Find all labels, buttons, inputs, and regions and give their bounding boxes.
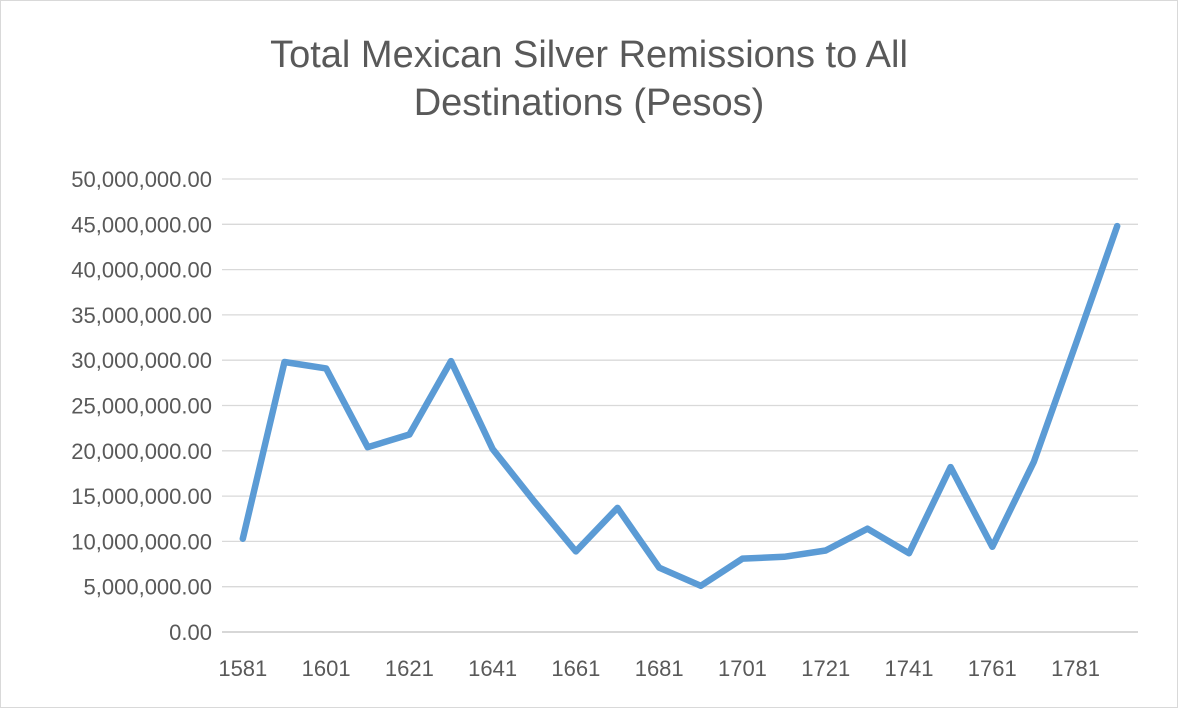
x-tick-label: 1681 [635,656,684,681]
data-point [575,551,576,552]
x-tick-label: 1721 [801,656,850,681]
y-tick-label: 25,000,000.00 [71,394,212,419]
data-point [367,447,368,448]
data-point [1117,226,1118,227]
data-point [284,362,285,363]
data-point [950,467,951,468]
y-tick-label: 45,000,000.00 [71,212,212,237]
x-tick-label: 1701 [718,656,767,681]
data-point [617,507,618,508]
x-tick-label: 1781 [1051,656,1100,681]
data-point [700,585,701,586]
data-point [992,546,993,547]
data-point [1033,461,1034,462]
data-point [659,567,660,568]
y-tick-label: 10,000,000.00 [71,529,212,554]
y-tick-label: 0.00 [169,620,212,645]
data-point [451,361,452,362]
chart-title-line-2: Destinations (Pesos) [413,82,765,124]
x-tick-label: 1621 [385,656,434,681]
y-tick-label: 5,000,000.00 [84,575,212,600]
y-tick-label: 50,000,000.00 [71,167,212,192]
x-tick-label: 1641 [468,656,517,681]
y-tick-label: 20,000,000.00 [71,439,212,464]
series-line [239,222,1121,590]
data-point [492,448,493,449]
data-point [784,556,785,557]
x-tick-label: 1601 [302,656,351,681]
y-tick-label: 15,000,000.00 [71,484,212,509]
data-point [867,528,868,529]
data-point [409,434,410,435]
chart-title: Total Mexican Silver Remissions to All D… [1,31,1177,127]
chart-title-line-1: Total Mexican Silver Remissions to All [270,34,908,76]
x-tick-label: 1761 [968,656,1017,681]
y-tick-label: 35,000,000.00 [71,303,212,328]
x-tick-label: 1661 [551,656,600,681]
data-point [1075,344,1076,345]
data-point [909,553,910,554]
y-tick-label: 30,000,000.00 [71,348,212,373]
data-point [326,368,327,369]
x-tick-label: 1741 [885,656,934,681]
y-tick-label: 40,000,000.00 [71,258,212,283]
data-point [242,538,243,539]
data-point [825,550,826,551]
data-point [742,558,743,559]
data-point [534,501,535,502]
x-tick-label: 1581 [218,656,267,681]
